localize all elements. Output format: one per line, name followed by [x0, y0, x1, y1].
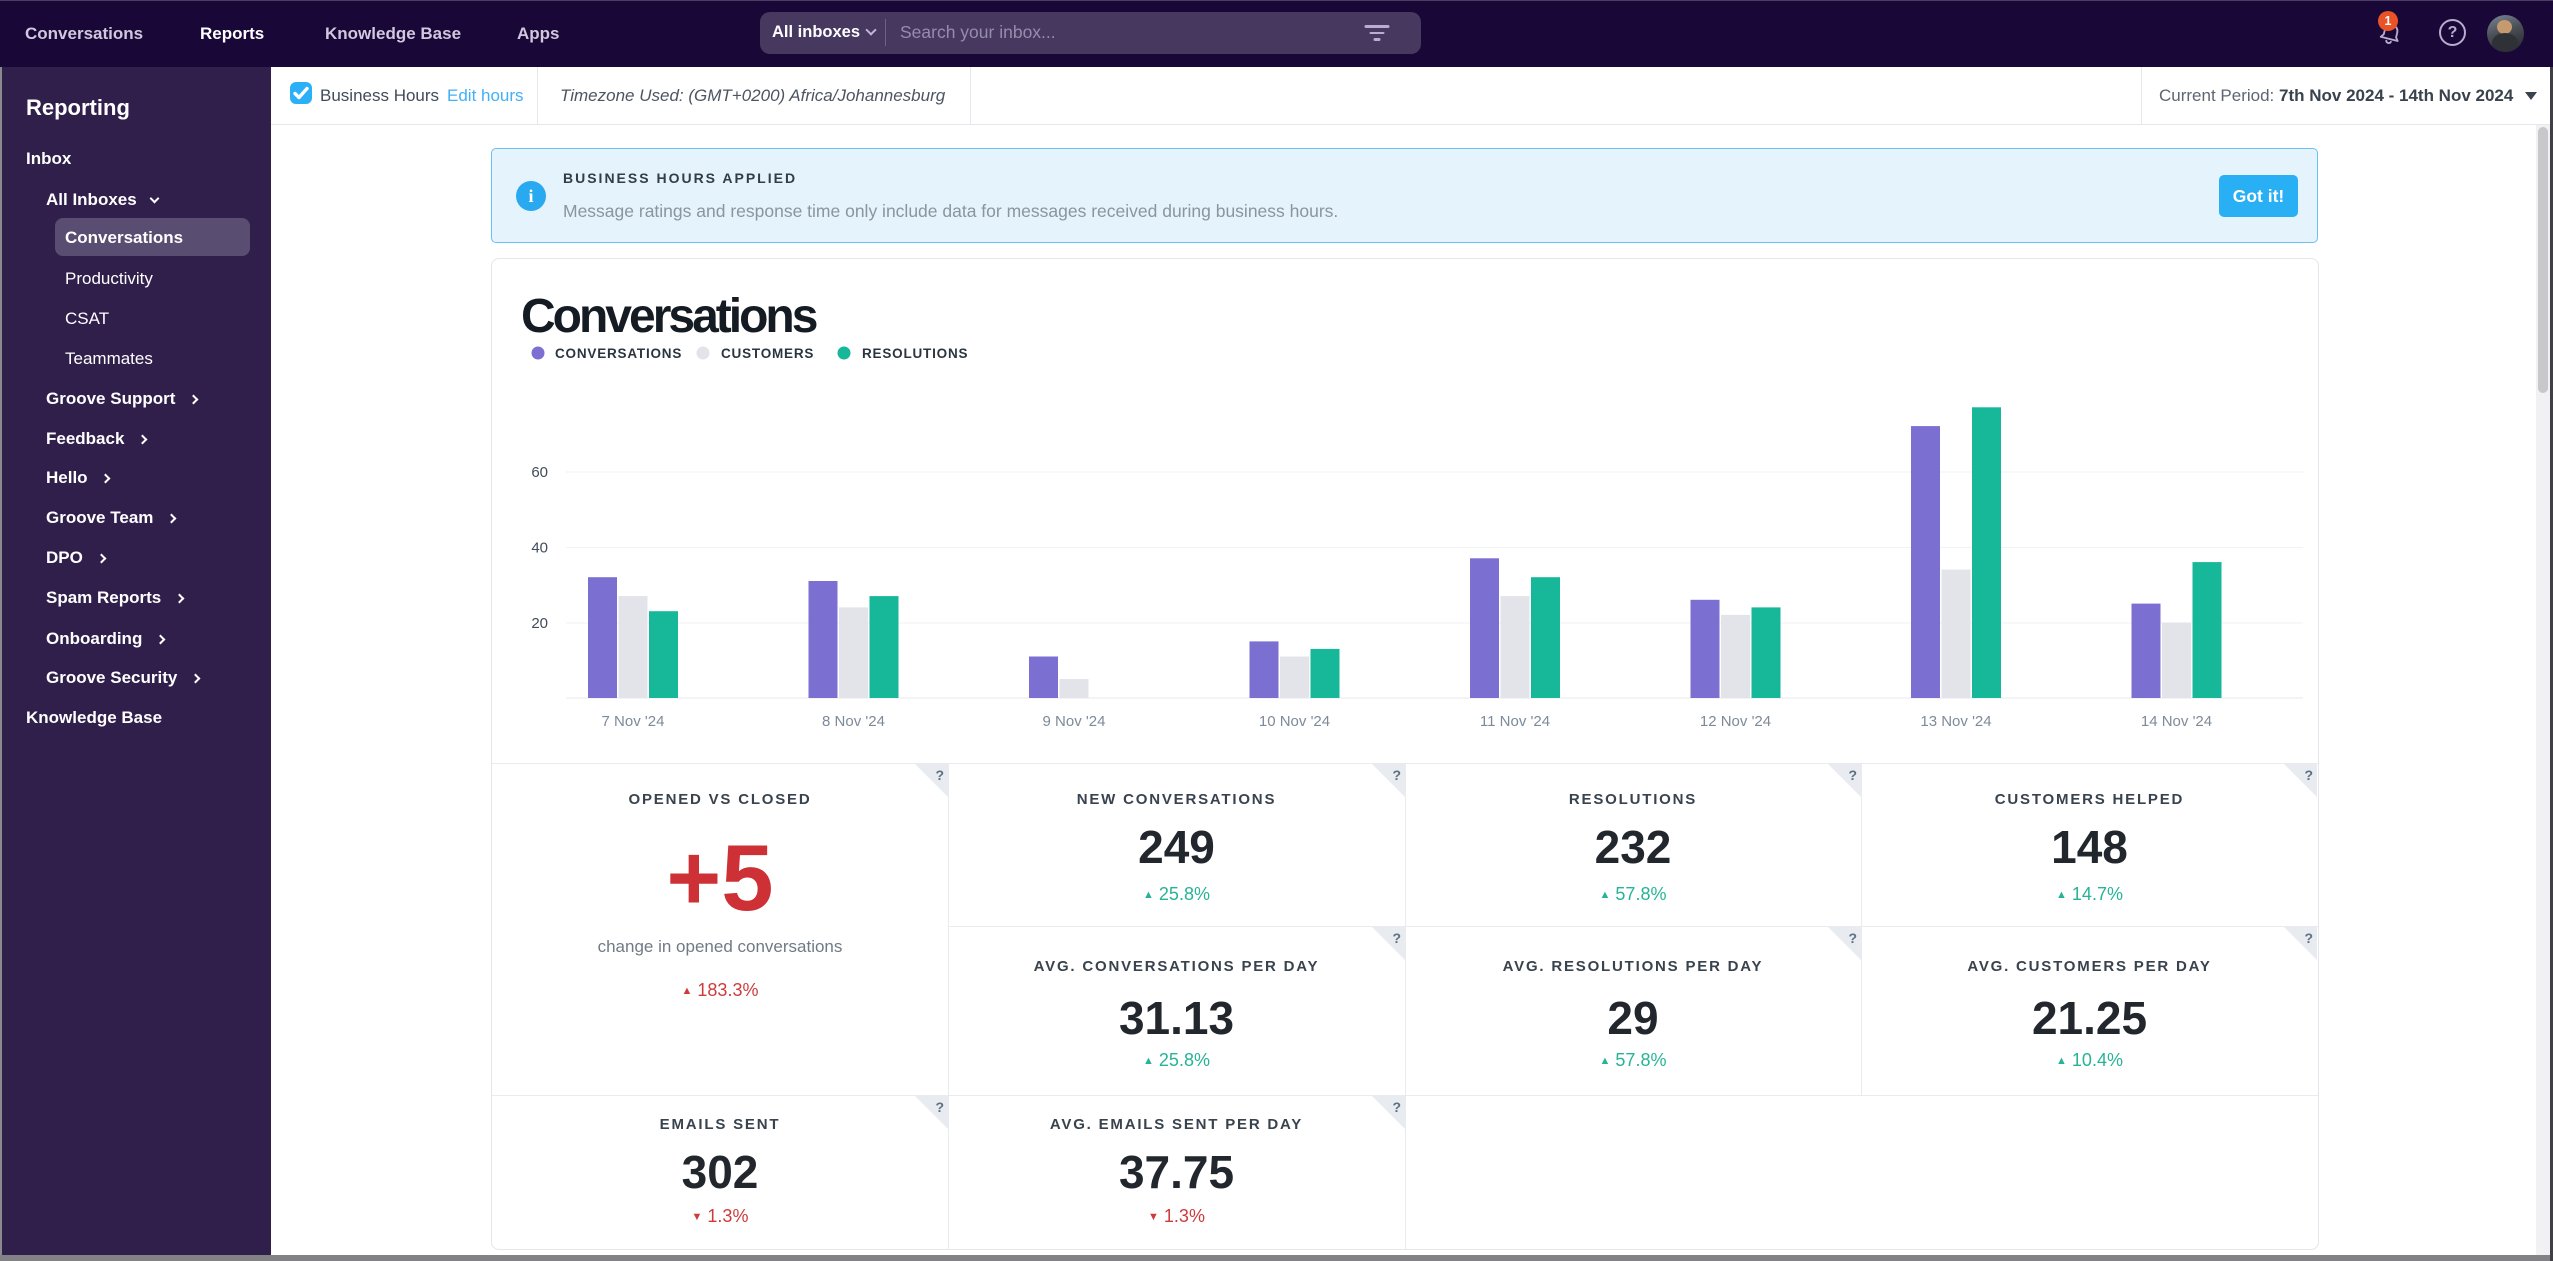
svg-text:CUSTOMERS: CUSTOMERS	[721, 346, 814, 361]
svg-text:14 Nov '24: 14 Nov '24	[2141, 713, 2212, 730]
svg-text:7 Nov '24: 7 Nov '24	[602, 713, 665, 730]
svg-text:CONVERSATIONS: CONVERSATIONS	[555, 346, 682, 361]
svg-text:60: 60	[531, 464, 548, 481]
svg-text:9 Nov '24: 9 Nov '24	[1043, 713, 1106, 730]
svg-text:8 Nov '24: 8 Nov '24	[822, 713, 885, 730]
svg-text:11 Nov '24: 11 Nov '24	[1480, 713, 1550, 730]
svg-text:12 Nov '24: 12 Nov '24	[1700, 713, 1771, 730]
svg-text:40: 40	[531, 540, 548, 557]
svg-text:13 Nov '24: 13 Nov '24	[1920, 713, 1991, 730]
svg-text:20: 20	[531, 615, 548, 632]
svg-text:RESOLUTIONS: RESOLUTIONS	[862, 346, 968, 361]
svg-text:Conversations: Conversations	[521, 290, 817, 343]
svg-text:10 Nov '24: 10 Nov '24	[1259, 713, 1330, 730]
